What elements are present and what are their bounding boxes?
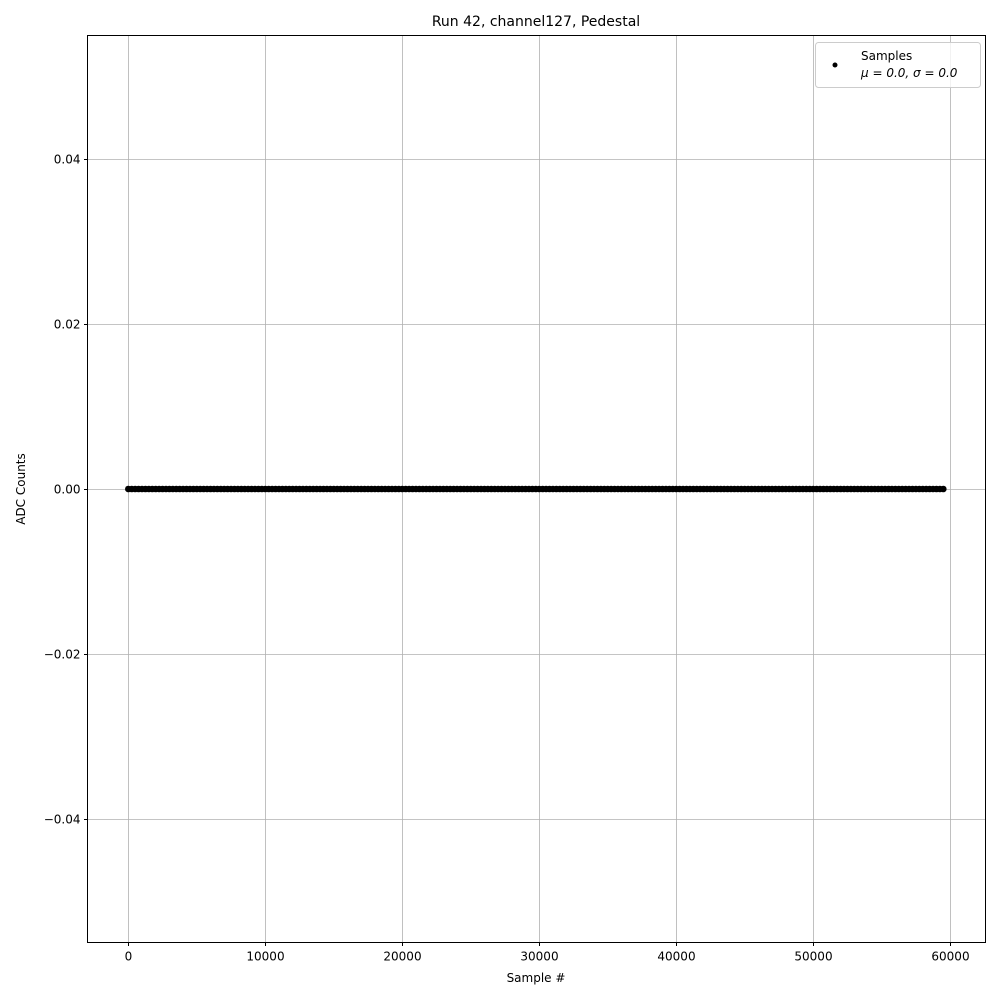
legend-marker: [832, 62, 838, 68]
x-tick-label: 50000: [794, 950, 832, 964]
legend-label: Samples: [861, 49, 912, 63]
legend: Samples μ = 0.0, σ = 0.0: [815, 42, 981, 88]
chart-title: Run 42, channel127, Pedestal: [432, 14, 640, 30]
y-axis-label: ADC Counts: [14, 453, 28, 525]
ticks: 0 10000 20000 30000 40000 50000 60000 −0.04 −0.0…: [44, 153, 970, 964]
x-tick-label: 40000: [657, 950, 695, 964]
y-tick-label: 0.04: [54, 153, 81, 167]
data-point: [940, 485, 947, 493]
y-tick-label: 0.02: [54, 318, 81, 332]
x-tick-label: 20000: [383, 950, 421, 964]
x-axis-label: Sample #: [507, 971, 566, 985]
x-tick-label: 30000: [520, 950, 558, 964]
legend-stats: μ = 0.0, σ = 0.0: [860, 66, 958, 80]
x-tick-label: 0: [125, 950, 133, 964]
y-tick-label: −0.04: [44, 813, 81, 827]
x-tick-label: 60000: [931, 950, 969, 964]
x-tick-label: 10000: [246, 950, 284, 964]
legend-box: [815, 42, 981, 88]
y-tick-label: −0.02: [44, 648, 81, 662]
y-tick-label: 0.00: [54, 483, 81, 497]
data-series-samples: [125, 485, 947, 493]
